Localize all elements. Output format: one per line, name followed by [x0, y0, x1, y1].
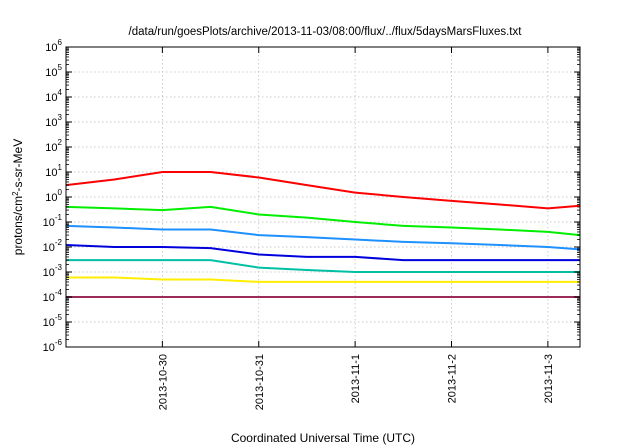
series-line-2 [65, 205, 581, 237]
chart-title: /data/run/goesPlots/archive/2013-11-03/0… [129, 26, 523, 38]
x-tick-label: 2013-11-2 [447, 354, 459, 403]
y-tick-label: 103 [45, 113, 62, 129]
series-line-1 [65, 171, 581, 210]
series-line-3 [65, 224, 581, 251]
x-tick-label: 2013-11-3 [543, 354, 555, 403]
series-layer [65, 171, 581, 298]
y-tick-label: 10-1 [43, 213, 63, 229]
x-tick-label: 2013-10-31 [254, 354, 266, 410]
y-tick-label: 10-6 [43, 338, 63, 354]
series-line-6 [66, 276, 580, 283]
y-tick-label: 100 [45, 188, 62, 204]
x-tick-label: 2013-11-1 [350, 354, 362, 403]
y-axis-title-sup: 2 [11, 191, 20, 196]
x-axis-title: Coordinated Universal Time (UTC) [231, 431, 415, 445]
y-tick-label: 10-3 [43, 263, 63, 279]
y-tick-label: 106 [45, 38, 62, 54]
y-tick-label: 104 [45, 88, 62, 104]
y-tick-label: 10-2 [43, 238, 63, 254]
y-axis-title: protons/cm2-s-sr-MeV [11, 139, 26, 255]
y-tick-label: 10-5 [43, 313, 63, 329]
series-line-4 [65, 244, 580, 262]
y-tick-label: 105 [45, 63, 62, 79]
y-tick-label: 102 [45, 138, 62, 154]
y-tick-label: 10-4 [43, 288, 63, 304]
axes: 10-6 10-5 10-4 10-3 10-2 10-1 100 101 102 103 104 1… [43, 38, 580, 410]
series-line-5 [66, 259, 580, 273]
y-axis-title-prefix: protons/cm [11, 196, 25, 255]
x-tick-label: 2013-10-30 [157, 354, 169, 410]
y-axis-title-suffix: -s-sr-MeV [11, 139, 25, 192]
y-tick-label: 101 [45, 163, 62, 179]
grid [66, 47, 580, 347]
